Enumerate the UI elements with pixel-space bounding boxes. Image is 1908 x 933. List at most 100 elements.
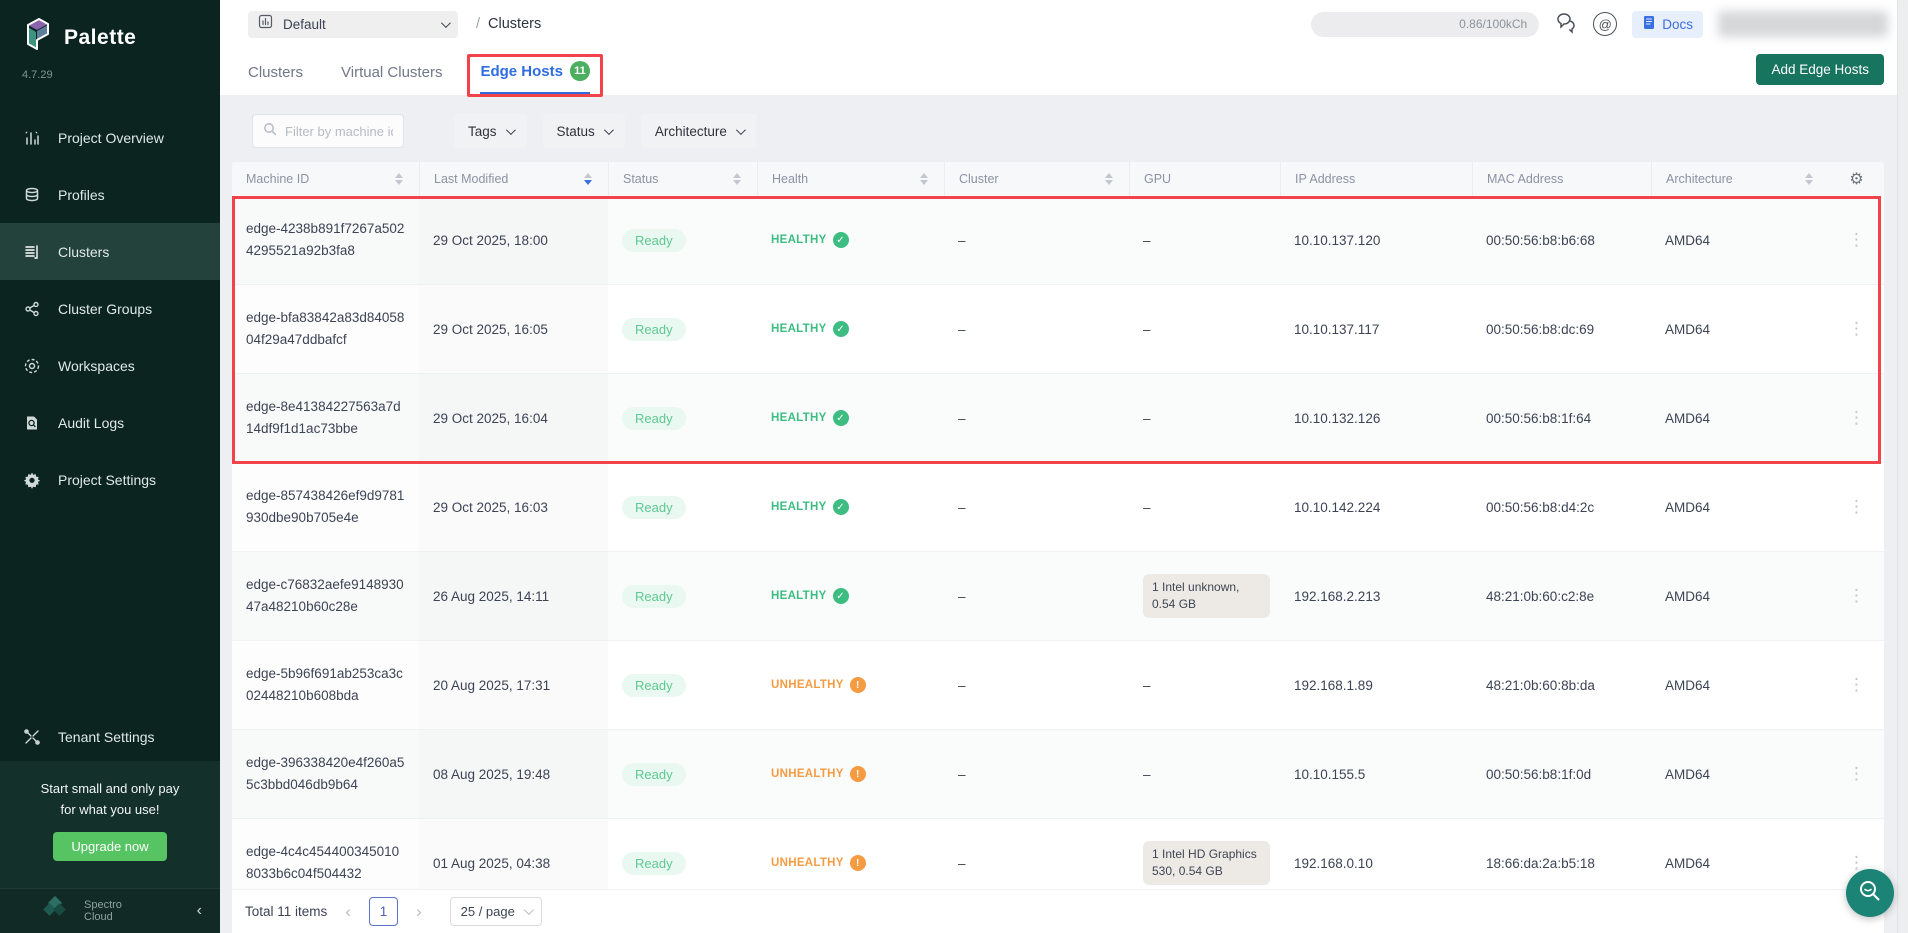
breadcrumb-current[interactable]: Clusters — [488, 16, 542, 32]
prev-page-icon[interactable]: ‹ — [345, 901, 351, 921]
sidebar-item-profiles[interactable]: Profiles — [0, 166, 220, 223]
tools-icon — [22, 727, 42, 747]
sidebar-item-cluster-groups[interactable]: Cluster Groups — [0, 280, 220, 337]
sidebar-item-label: Audit Logs — [58, 414, 125, 431]
col-header-architecture[interactable]: Architecture — [1651, 162, 1829, 196]
status-filter-dropdown[interactable]: Status — [542, 114, 625, 148]
col-header-gpu[interactable]: GPU — [1129, 162, 1280, 196]
app-version: 4.7.29 — [22, 69, 53, 81]
next-page-icon[interactable]: › — [415, 901, 422, 921]
architecture-cell: AMD64 — [1665, 321, 1711, 337]
sidebar-item-audit-logs[interactable]: Audit Logs — [0, 394, 220, 451]
chat-icon[interactable] — [1554, 13, 1578, 35]
col-header-ip-address[interactable]: IP Address — [1280, 162, 1472, 196]
row-actions-kebab-icon[interactable]: ⋮ — [1848, 497, 1865, 516]
status-cell: Ready — [608, 285, 757, 373]
sidebar-item-label: Clusters — [58, 243, 110, 260]
pagination-bar: Total 11 items ‹ 1 › 25 / page — [232, 889, 1884, 933]
collapse-sidebar-icon[interactable]: ‹ — [196, 902, 202, 919]
col-header-mac-address[interactable]: MAC Address — [1472, 162, 1651, 196]
health-ok-icon: ✓ — [832, 499, 849, 515]
tab-clusters[interactable]: Clusters — [248, 64, 304, 81]
machine-id-cell[interactable]: edge-4c4c4544003450108033b6c04f504432 — [246, 844, 400, 881]
architecture-filter-dropdown[interactable]: Architecture — [640, 114, 757, 148]
doc-search-icon — [22, 413, 42, 433]
sidebar-item-clusters[interactable]: Clusters — [0, 223, 220, 280]
table-row[interactable]: edge-857438426ef9d9781930dbe90b705e4e 29… — [232, 463, 1884, 552]
ip-address-cell: 192.168.2.213 — [1294, 588, 1381, 604]
health-ok-icon: ✓ — [832, 410, 849, 426]
machine-id-cell[interactable]: edge-5b96f691ab253ca3c02448210b608bda — [246, 666, 403, 703]
filter-bar: Tags Status Architecture — [232, 113, 1884, 149]
mac-address-cell: 00:50:56:b8:1f:0d — [1486, 766, 1592, 782]
support-chat-widget-button[interactable] — [1846, 869, 1894, 917]
gpu-cell: 1 Intel unknown, 0.54 GB — [1129, 552, 1280, 640]
health-ok-icon: ✓ — [832, 321, 849, 337]
tab-virtual-clusters[interactable]: Virtual Clusters — [341, 64, 443, 81]
project-selector[interactable]: Default — [248, 10, 458, 38]
user-account-redacted[interactable] — [1718, 11, 1888, 37]
health-cell: UNHEALTHY! — [757, 730, 944, 818]
tab-edge-hosts-wrap: Edge Hosts 11 — [467, 54, 603, 97]
machine-id-cell[interactable]: edge-8e41384227563a7d14df9f1d1ac73bbe — [246, 399, 401, 436]
col-header-last-modified[interactable]: Last Modified — [419, 162, 608, 196]
machine-id-cell[interactable]: edge-c76832aefe914893047a48210b60c28e — [246, 577, 404, 614]
mac-address-cell: 00:50:56:b8:b6:68 — [1486, 232, 1595, 248]
chevron-down-icon — [523, 905, 534, 916]
sidebar-item-project-settings[interactable]: Project Settings — [0, 451, 220, 508]
machine-id-cell[interactable]: edge-857438426ef9d9781930dbe90b705e4e — [246, 488, 405, 525]
upgrade-now-button[interactable]: Upgrade now — [53, 832, 167, 861]
row-actions-kebab-icon[interactable]: ⋮ — [1848, 319, 1865, 338]
sidebar-item-project-overview[interactable]: Project Overview — [0, 109, 220, 166]
tab-edge-hosts[interactable]: Edge Hosts 11 — [480, 61, 590, 95]
row-actions-kebab-icon[interactable]: ⋮ — [1848, 675, 1865, 694]
tags-filter-dropdown[interactable]: Tags — [454, 114, 527, 148]
breadcrumb: / Clusters — [476, 16, 541, 32]
row-actions-kebab-icon[interactable]: ⋮ — [1848, 853, 1865, 872]
table-row[interactable]: edge-396338420e4f260a55c3bbd046db9b64 08… — [232, 730, 1884, 819]
col-header-status[interactable]: Status — [608, 162, 757, 196]
cluster-cell: – — [958, 855, 966, 871]
table-row[interactable]: edge-4238b891f7267a5024295521a92b3fa8 29… — [232, 196, 1884, 285]
chevron-down-icon — [603, 124, 614, 135]
table-row[interactable]: edge-8e41384227563a7d14df9f1d1ac73bbe 29… — [232, 374, 1884, 463]
col-header-health[interactable]: Health — [757, 162, 944, 196]
project-scope-icon — [258, 14, 273, 34]
docs-button[interactable]: Docs — [1632, 10, 1703, 38]
machine-id-cell[interactable]: edge-4238b891f7267a5024295521a92b3fa8 — [246, 221, 405, 258]
page-scrollbar[interactable] — [1897, 0, 1908, 933]
page-size-select[interactable]: 25 / page — [449, 897, 542, 926]
row-actions-kebab-icon[interactable]: ⋮ — [1848, 230, 1865, 249]
machine-id-cell[interactable]: edge-bfa83842a83d8405804f29a47ddbafcf — [246, 310, 405, 347]
page-number-button[interactable]: 1 — [368, 897, 398, 926]
row-actions-kebab-icon[interactable]: ⋮ — [1848, 764, 1865, 783]
status-cell: Ready — [608, 374, 757, 462]
column-settings-gear-icon[interactable]: ⚙ — [1849, 171, 1864, 188]
row-actions-kebab-icon[interactable]: ⋮ — [1848, 408, 1865, 427]
table-row[interactable]: edge-4c4c4544003450108033b6c04f504432 01… — [232, 819, 1884, 889]
docs-label: Docs — [1662, 16, 1693, 32]
status-cell: Ready — [608, 196, 757, 284]
main-area: Default / Clusters 0.86/100kCh @ — [220, 0, 1908, 933]
whats-new-icon[interactable]: @ — [1593, 12, 1618, 36]
last-modified-cell: 08 Aug 2025, 19:48 — [433, 766, 551, 782]
search-icon — [263, 122, 277, 141]
page-size-value: 25 / page — [460, 904, 515, 919]
spectro-cloud-logo — [42, 895, 68, 927]
usage-quota-pill: 0.86/100kCh — [1311, 11, 1540, 37]
architecture-cell: AMD64 — [1665, 855, 1711, 871]
table-row[interactable]: edge-c76832aefe914893047a48210b60c28e 26… — [232, 552, 1884, 641]
machine-id-filter-input[interactable] — [285, 123, 393, 139]
machine-id-cell[interactable]: edge-396338420e4f260a55c3bbd046db9b64 — [246, 755, 405, 792]
table-row[interactable]: edge-5b96f691ab253ca3c02448210b608bda 20… — [232, 641, 1884, 730]
sort-icon — [1805, 173, 1813, 185]
status-cell: Ready — [608, 730, 757, 818]
sidebar-item-tenant-settings[interactable]: Tenant Settings — [0, 713, 220, 761]
table-row[interactable]: edge-bfa83842a83d8405804f29a47ddbafcf 29… — [232, 285, 1884, 374]
total-items-label: Total 11 items — [245, 904, 328, 919]
col-header-cluster[interactable]: Cluster — [944, 162, 1129, 196]
sidebar-item-workspaces[interactable]: Workspaces — [0, 337, 220, 394]
row-actions-kebab-icon[interactable]: ⋮ — [1848, 586, 1865, 605]
add-edge-hosts-button[interactable]: Add Edge Hosts — [1756, 54, 1884, 85]
col-header-machine-id[interactable]: Machine ID — [232, 162, 419, 196]
